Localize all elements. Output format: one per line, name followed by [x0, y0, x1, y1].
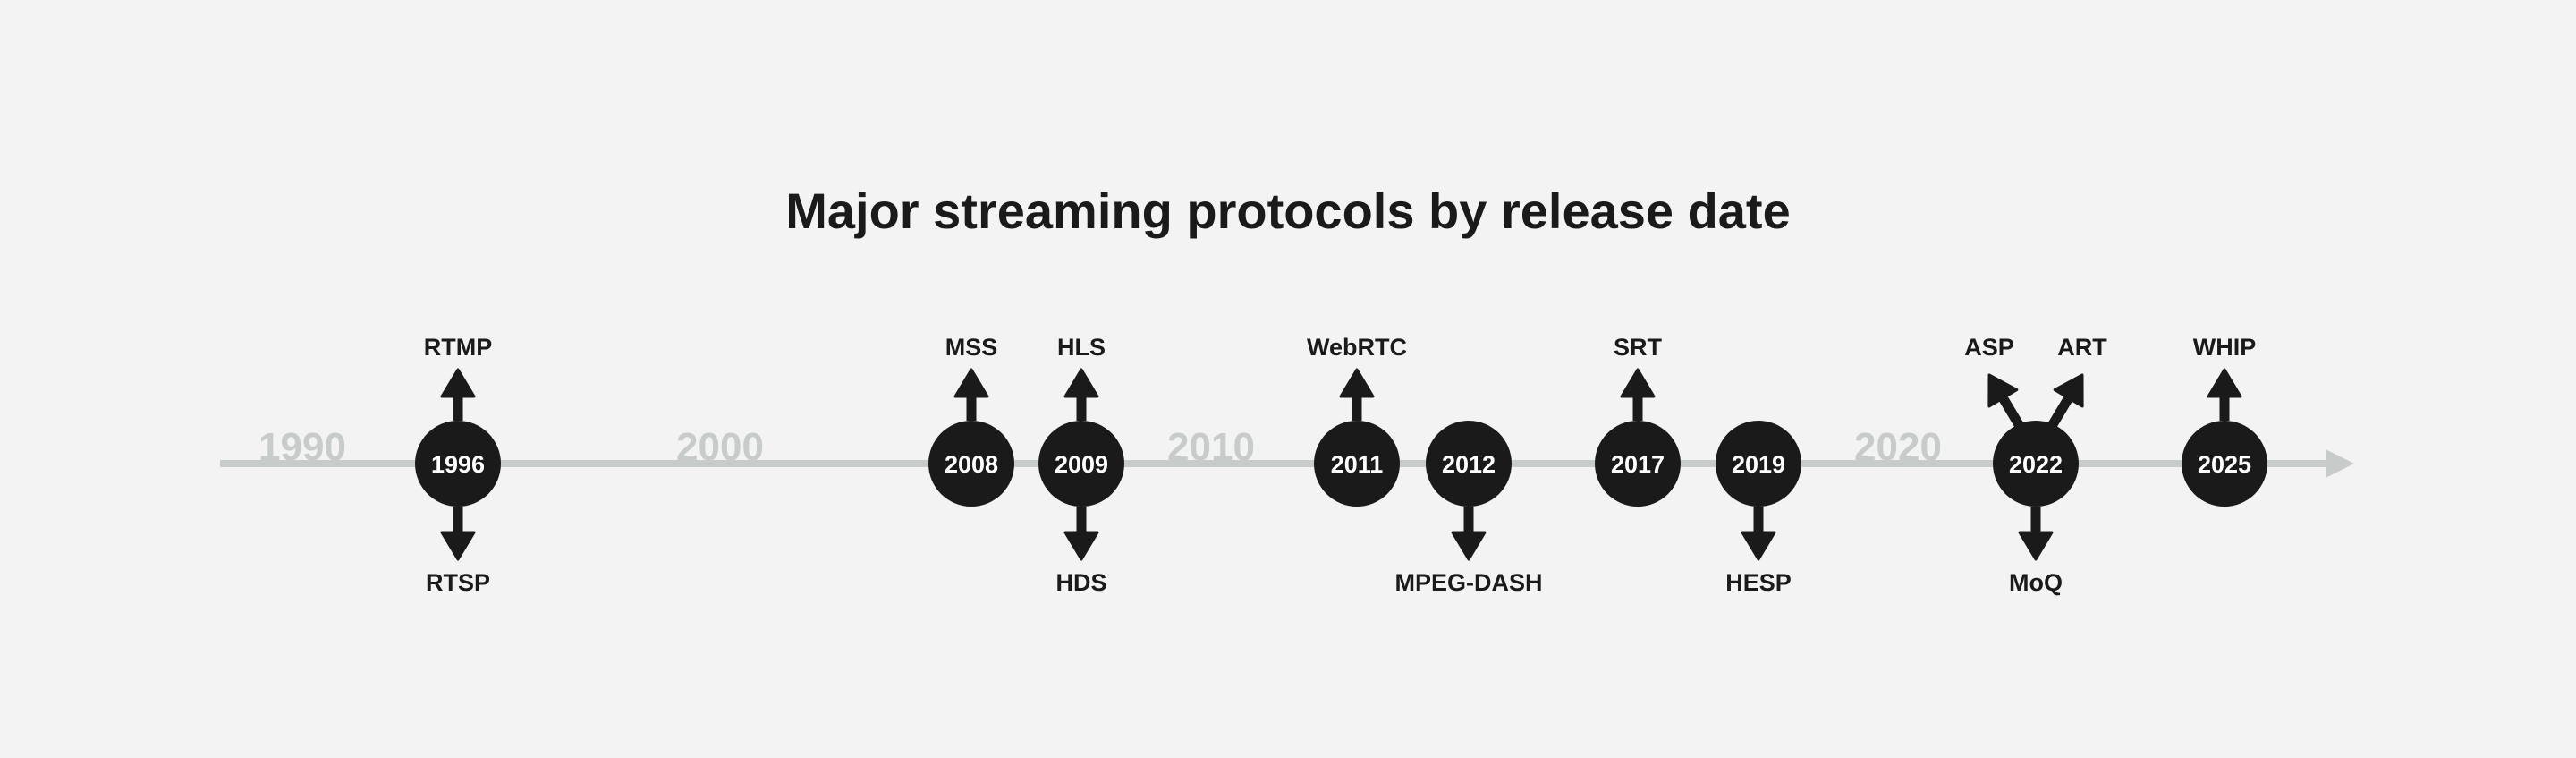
event-1996: RTMP RTSP 1996 [415, 334, 501, 596]
arrow-head-icon [1741, 531, 1776, 561]
year-label: 2008 [945, 451, 998, 478]
arrow-shaft [2047, 395, 2073, 429]
arrow-head-icon [1987, 373, 2019, 408]
arrow-head-icon [953, 368, 989, 398]
year-label: 2019 [1732, 451, 1785, 478]
year-label: 2022 [2009, 451, 2063, 478]
arrow-head-icon [440, 368, 476, 398]
protocol-label-above: RTMP [424, 334, 493, 361]
event-2012: MPEG-DASH 2012 [1394, 421, 1543, 596]
year-node [1314, 421, 1400, 507]
year-node [1993, 421, 2079, 507]
event-2009: HLS HDS 2009 [1038, 334, 1124, 596]
arrow-head-icon [1339, 368, 1375, 398]
arrow-head-icon [1451, 531, 1487, 561]
year-label: 2025 [2198, 451, 2251, 478]
arrow-head-icon [2207, 368, 2242, 398]
protocol-label-below: MoQ [2009, 569, 2063, 596]
protocol-label-below: HDS [1055, 569, 1106, 596]
protocol-label-above: SRT [1614, 334, 1663, 361]
event-2022: ASP ART MoQ 2022 [1964, 334, 2107, 596]
event-2019: HESP 2019 [1716, 421, 1801, 596]
arrow-head-icon [2053, 373, 2084, 408]
arrow-shaft [1998, 395, 2024, 429]
diagram-title: Major streaming protocols by release dat… [785, 183, 1790, 239]
year-label: 2017 [1611, 451, 1665, 478]
arrow-head-icon [2018, 531, 2054, 561]
arrow-head-icon [1063, 531, 1099, 561]
year-label: 2011 [1331, 451, 1384, 478]
protocol-label-above: WebRTC [1307, 334, 1407, 361]
event-2008: MSS 2008 [928, 334, 1014, 507]
year-node [1038, 421, 1124, 507]
protocol-label-above: WHIP [2193, 334, 2257, 361]
axis-arrow-icon [2326, 449, 2354, 478]
year-node [2182, 421, 2267, 507]
arrow-head-icon [1063, 368, 1099, 398]
protocol-label-above: HLS [1057, 334, 1106, 361]
year-node [1426, 421, 1512, 507]
protocol-label-above: MSS [945, 334, 998, 361]
event-2017: SRT 2017 [1595, 334, 1681, 507]
year-node [928, 421, 1014, 507]
protocol-label-below: MPEG-DASH [1394, 569, 1542, 596]
arrow-head-icon [440, 531, 476, 561]
arrow-head-icon [1620, 368, 1656, 398]
year-node [415, 421, 501, 507]
protocol-label-below: RTSP [426, 569, 490, 596]
protocol-label-below: HESP [1725, 569, 1792, 596]
event-2011: WebRTC 2011 [1307, 334, 1407, 507]
year-label: 2012 [1442, 451, 1496, 478]
protocol-label-above: ART [2057, 334, 2107, 361]
year-node [1716, 421, 1801, 507]
year-label: 1996 [431, 451, 485, 478]
year-label: 2009 [1055, 451, 1108, 478]
events: RTMP RTSP 1996 MSS 2008 HLS HDS 2009 WebRTC 2011 M… [415, 334, 2267, 596]
year-node [1595, 421, 1681, 507]
protocol-label-above: ASP [1964, 334, 2014, 361]
event-2025: WHIP 2025 [2182, 334, 2267, 507]
